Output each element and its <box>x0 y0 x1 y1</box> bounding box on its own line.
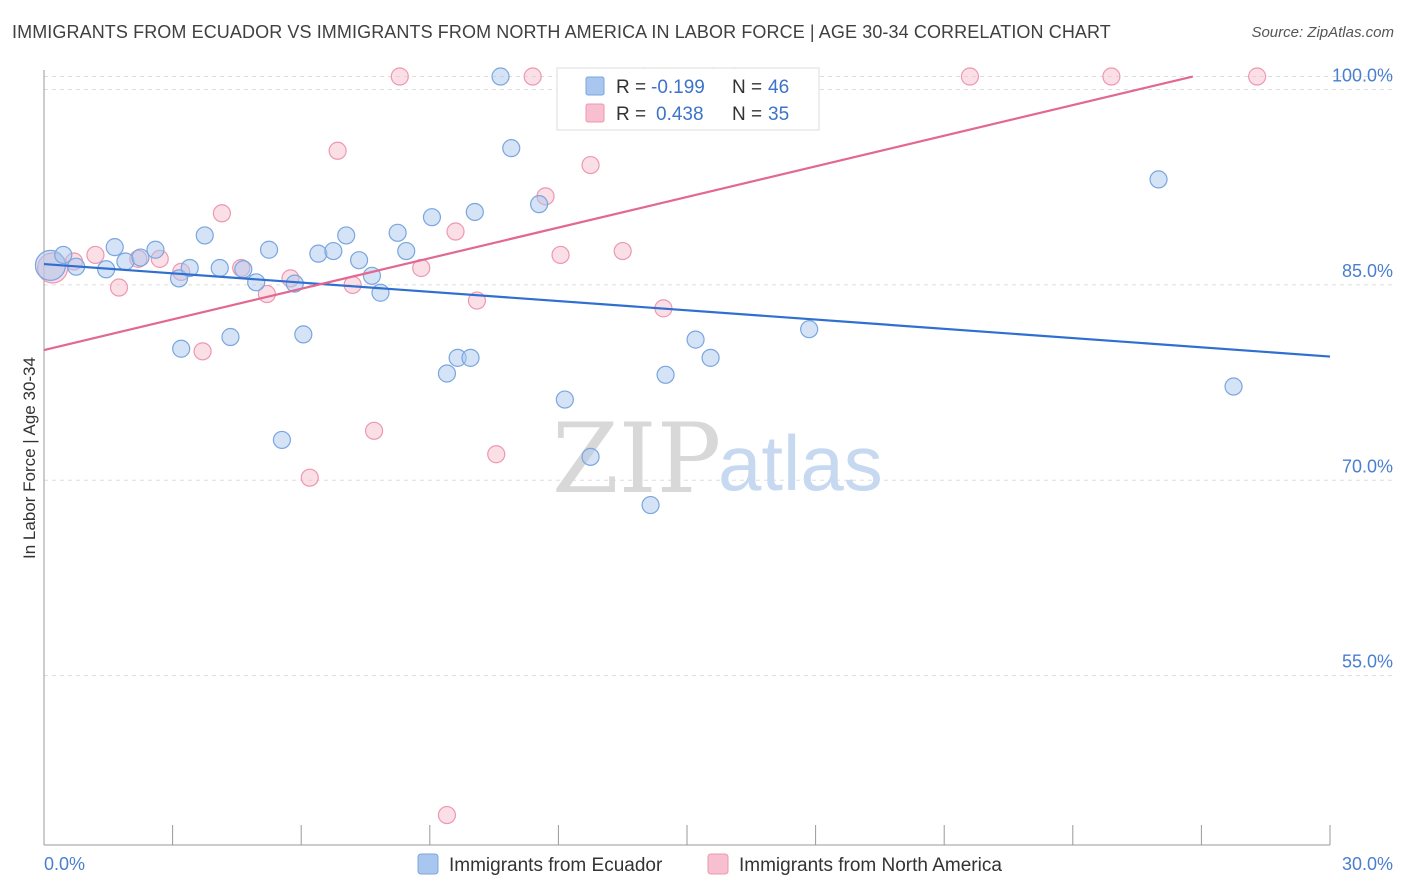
north-america-point <box>364 421 384 440</box>
ecuador-point <box>465 202 484 222</box>
trend-lines <box>43 75 1331 358</box>
ecuador-point <box>641 495 660 515</box>
ecuador-point <box>309 244 328 263</box>
y-tick-label: 55.0% <box>1342 652 1393 672</box>
correlation-legend: R = -0.199 N = 46 R = 0.438 N = 35 <box>556 67 820 131</box>
ecuador-point <box>437 364 457 383</box>
legend-n-value-ecuador: 46 <box>768 77 789 98</box>
ecuador-point <box>259 240 279 259</box>
gridlines <box>44 76 1392 677</box>
ecuador-point <box>461 348 480 367</box>
ecuador-point <box>388 223 407 242</box>
ecuador-point <box>294 325 313 344</box>
trend-line-north-america <box>43 75 1194 352</box>
bottom-legend-label-north-america: Immigrants from North America <box>739 855 1002 876</box>
ecuador-point <box>491 67 510 86</box>
ecuador-point <box>172 339 191 358</box>
ecuador-point <box>530 195 549 214</box>
north-america-point <box>328 141 347 160</box>
ecuador-point <box>701 348 720 367</box>
bottom-legend-swatch-north-america <box>707 853 729 875</box>
y-axis-label: In Labor Force | Age 30-34 <box>20 357 39 559</box>
north-america-point <box>523 67 542 86</box>
bottom-legend-swatch-ecuador <box>417 853 439 875</box>
north-america-point <box>109 278 129 297</box>
north-america-point <box>581 155 600 175</box>
north-america-point <box>212 204 231 223</box>
legend-r-value-ecuador: -0.199 <box>651 77 705 98</box>
trend-line-ecuador <box>43 262 1331 358</box>
north-america-point <box>613 241 632 261</box>
ecuador-point <box>1224 377 1243 396</box>
north-america-point <box>300 468 319 487</box>
series-ecuador-points <box>34 67 1243 515</box>
legend-r-label-north-america: R = <box>616 104 646 125</box>
ecuador-point <box>324 241 343 261</box>
series-legend: Immigrants from Ecuador Immigrants from … <box>417 853 1002 876</box>
legend-r-label-ecuador: R = <box>616 77 646 98</box>
ecuador-point <box>1149 170 1168 189</box>
legend-r-value-north-america: 0.438 <box>656 104 704 125</box>
ecuador-point <box>581 447 600 466</box>
ecuador-point <box>247 273 266 292</box>
ecuador-point <box>234 260 253 279</box>
legend-n-value-north-america: 35 <box>768 104 789 125</box>
y-tick-label: 85.0% <box>1342 261 1393 281</box>
ecuador-point <box>221 327 240 347</box>
source-credit: Source: ZipAtlas.com <box>1251 24 1394 41</box>
watermark-atlas: atlas <box>718 419 883 507</box>
watermark-zip: ZIP <box>552 403 721 515</box>
ecuador-point <box>146 240 165 259</box>
legend-n-label-ecuador: N = <box>732 77 762 98</box>
legend-swatch-ecuador <box>585 76 605 96</box>
ecuador-point <box>116 252 135 271</box>
chart-title: IMMIGRANTS FROM ECUADOR VS IMMIGRANTS FR… <box>12 22 1111 42</box>
north-america-point <box>487 445 506 464</box>
north-america-point <box>551 245 570 265</box>
y-tick-label: 70.0% <box>1342 456 1393 476</box>
north-america-point <box>86 245 105 265</box>
north-america-point <box>390 67 409 86</box>
north-america-point <box>1248 67 1267 86</box>
ecuador-point <box>210 258 229 278</box>
ecuador-point <box>272 430 292 450</box>
legend-n-label-north-america: N = <box>732 104 762 125</box>
ecuador-point <box>195 226 214 245</box>
ecuador-point <box>131 248 150 267</box>
ecuador-point <box>349 251 369 270</box>
ecuador-point <box>800 320 819 339</box>
x-tick-label-max: 30.0% <box>1342 854 1393 874</box>
ecuador-point <box>397 241 416 261</box>
x-ticks <box>172 825 1331 845</box>
ecuador-point <box>422 208 442 227</box>
north-america-point <box>193 342 212 361</box>
legend-swatch-north-america <box>585 103 605 123</box>
north-america-point <box>960 67 980 86</box>
ecuador-point <box>180 258 199 278</box>
ecuador-point <box>105 238 124 257</box>
ecuador-point <box>656 365 675 384</box>
ecuador-point <box>337 226 356 245</box>
x-tick-label-min: 0.0% <box>44 854 85 874</box>
ecuador-point <box>502 139 521 158</box>
y-tick-label: 100.0% <box>1332 66 1393 86</box>
north-america-point <box>1102 67 1121 86</box>
north-america-point <box>446 222 465 241</box>
ecuador-point <box>686 330 705 349</box>
y-ticks: 55.0% 70.0% 85.0% 100.0% <box>1332 66 1393 672</box>
bottom-legend-label-ecuador: Immigrants from Ecuador <box>449 855 663 876</box>
ecuador-point <box>54 245 73 265</box>
ecuador-point <box>555 390 574 409</box>
north-america-point <box>437 805 457 825</box>
